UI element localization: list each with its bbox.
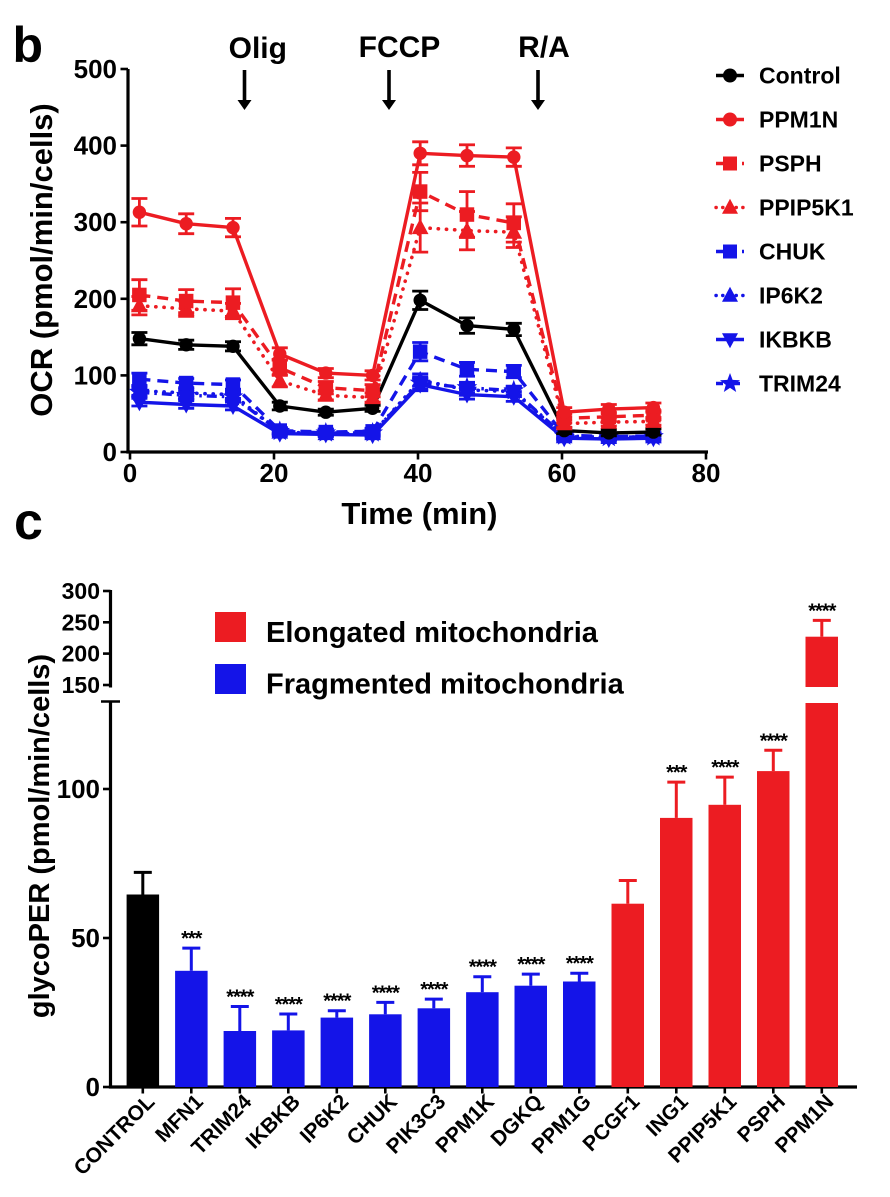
svg-text:IP6K2: IP6K2 [759, 283, 823, 309]
svg-text:Olig: Olig [229, 32, 287, 65]
svg-text:20: 20 [260, 458, 289, 488]
svg-text:***: *** [666, 762, 688, 784]
svg-text:TRIM24: TRIM24 [759, 371, 841, 397]
svg-text:****: **** [517, 954, 545, 976]
svg-text:OCR (pmol/min/cells): OCR (pmol/min/cells) [24, 103, 59, 416]
svg-text:****: **** [372, 982, 400, 1004]
svg-text:Time (min): Time (min) [341, 496, 497, 531]
svg-text:PPM1N: PPM1N [759, 107, 838, 133]
svg-text:80: 80 [692, 458, 721, 488]
svg-text:200: 200 [74, 284, 117, 314]
svg-text:***: *** [181, 928, 203, 950]
svg-text:b: b [13, 17, 44, 73]
svg-text:500: 500 [74, 54, 117, 84]
svg-text:PPIP5K1: PPIP5K1 [759, 195, 854, 221]
svg-text:0: 0 [86, 1072, 100, 1102]
svg-text:150: 150 [62, 672, 100, 698]
svg-text:60: 60 [548, 458, 577, 488]
svg-text:****: **** [226, 987, 254, 1009]
svg-text:****: **** [566, 953, 594, 975]
svg-text:Control: Control [759, 63, 841, 89]
svg-text:IKBKB: IKBKB [759, 327, 832, 353]
svg-text:glycoPER (pmol/min/cells): glycoPER (pmol/min/cells) [24, 654, 56, 1018]
svg-text:300: 300 [62, 578, 100, 604]
svg-text:0: 0 [103, 437, 117, 467]
svg-text:c: c [14, 493, 43, 551]
svg-text:FCCP: FCCP [359, 31, 441, 64]
svg-text:R/A: R/A [518, 31, 570, 64]
svg-text:100: 100 [74, 360, 117, 390]
svg-text:****: **** [469, 957, 497, 979]
svg-text:****: **** [275, 994, 303, 1016]
svg-text:0: 0 [123, 458, 137, 488]
svg-text:250: 250 [62, 609, 100, 635]
svg-text:PSPH: PSPH [759, 151, 822, 177]
svg-text:200: 200 [62, 641, 100, 667]
svg-text:CHUK: CHUK [759, 239, 826, 265]
svg-text:50: 50 [71, 923, 100, 953]
svg-text:****: **** [711, 757, 739, 779]
svg-text:300: 300 [74, 207, 117, 237]
svg-text:Elongated mitochondria: Elongated mitochondria [266, 617, 599, 649]
svg-text:40: 40 [404, 458, 433, 488]
svg-text:Fragmented mitochondria: Fragmented mitochondria [266, 669, 625, 701]
svg-text:****: **** [420, 979, 448, 1001]
svg-text:****: **** [323, 991, 351, 1013]
svg-text:400: 400 [74, 131, 117, 161]
svg-text:****: **** [760, 730, 788, 752]
svg-text:****: **** [808, 600, 836, 622]
svg-text:100: 100 [57, 774, 100, 804]
